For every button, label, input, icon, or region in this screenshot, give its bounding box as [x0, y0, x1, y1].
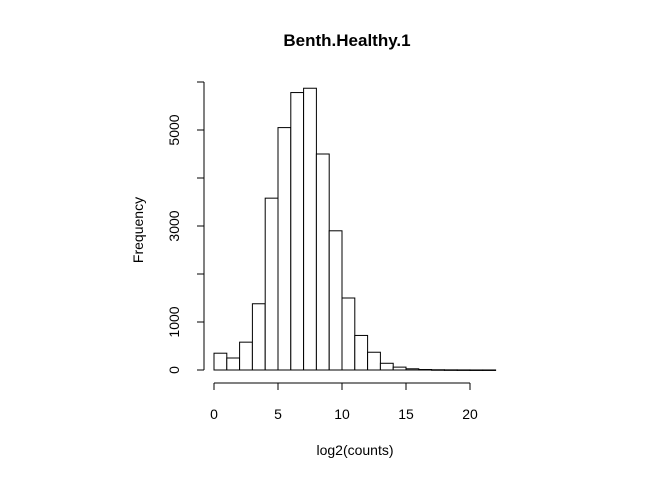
histogram-bar-3	[251, 303, 266, 371]
histogram-bar-16	[418, 369, 433, 371]
histogram-bar-12	[367, 351, 381, 371]
histogram-bar-7	[303, 87, 317, 371]
x-axis: 0 5 10 15 20	[210, 382, 478, 422]
histogram-bars	[213, 87, 497, 371]
histogram-bar-0	[213, 352, 228, 371]
chart-title: Benth.Healthy.1	[283, 31, 410, 50]
x-tick-label-0: 0	[210, 406, 218, 422]
x-axis-label: log2(counts)	[316, 442, 393, 458]
histogram-bar-19	[456, 369, 471, 371]
x-tick-label-4: 20	[462, 406, 478, 422]
x-tick-label-1: 5	[274, 406, 282, 422]
y-tick-label-5: 5000	[166, 114, 182, 145]
histogram-bar-11	[354, 334, 369, 371]
histogram-bar-5	[277, 127, 292, 371]
histogram-bar-8	[315, 153, 330, 371]
histogram-bar-21	[482, 369, 497, 371]
histogram-bar-6	[290, 92, 305, 371]
histogram-bar-17	[431, 369, 445, 371]
histogram-bar-1	[226, 357, 241, 371]
y-tick-label-1: 1000	[166, 306, 182, 337]
histogram-bar-14	[392, 366, 407, 371]
histogram-bar-2	[239, 341, 253, 371]
y-tick-label-3: 3000	[166, 210, 182, 241]
histogram-bar-9	[328, 230, 343, 371]
y-axis: 0 1000 3000 5000	[166, 81, 205, 374]
x-tick-label-3: 15	[398, 406, 414, 422]
x-tick-label-2: 10	[334, 406, 350, 422]
y-tick-label-0: 0	[166, 366, 182, 374]
histogram-bar-4	[264, 197, 279, 371]
histogram-bar-15	[405, 368, 420, 371]
histogram-bar-18	[443, 369, 458, 371]
histogram-bar-20	[469, 369, 484, 371]
histogram-bar-10	[341, 297, 356, 371]
histogram-bar-13	[379, 362, 394, 371]
y-axis-label: Frequency	[130, 197, 146, 263]
